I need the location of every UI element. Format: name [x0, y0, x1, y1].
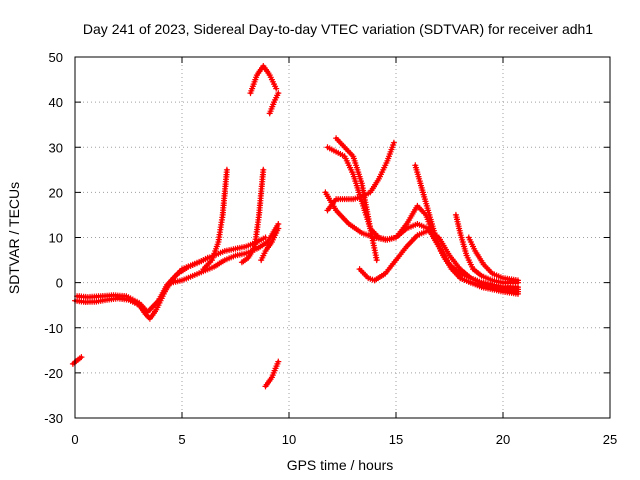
series-markers-arc-i	[262, 358, 282, 390]
series-markers-arc-q	[452, 211, 521, 286]
y-tick-label: 30	[49, 140, 63, 155]
series-markers-arc-b	[74, 254, 211, 315]
chart-title: Day 241 of 2023, Sidereal Day-to-day VTE…	[83, 21, 593, 37]
x-tick-label: 20	[496, 432, 510, 447]
y-tick-label: 20	[49, 185, 63, 200]
y-tick-label: 50	[49, 50, 63, 65]
axis-ticks: 0 5 10 15 20 25 -30 -20 -10 0 10 20 30 40 50	[44, 50, 617, 447]
x-tick-label: 5	[178, 432, 185, 447]
series-markers-arc-f	[258, 225, 282, 264]
x-tick-label: 15	[389, 432, 403, 447]
data-layer	[69, 63, 521, 390]
series-markers-arc-h	[266, 90, 282, 117]
y-tick-label: -10	[44, 321, 63, 336]
y-tick-label: -20	[44, 366, 63, 381]
x-axis-label: GPS time / hours	[287, 457, 394, 473]
y-tick-label: -30	[44, 411, 63, 426]
y-axis-label: SDTVAR / TECUs	[6, 182, 22, 294]
series-markers-arc-m	[333, 135, 380, 264]
x-tick-label: 25	[603, 432, 617, 447]
y-tick-label: 0	[56, 276, 63, 291]
grid-lines	[75, 57, 610, 418]
x-tick-label: 0	[71, 432, 78, 447]
series-markers-arc-d	[200, 166, 230, 273]
series-markers-arc-r	[465, 234, 521, 284]
y-tick-label: 10	[49, 231, 63, 246]
series-markers-arc-g	[247, 63, 280, 97]
series-markers-arc-p	[412, 162, 521, 291]
x-tick-label: 10	[282, 432, 296, 447]
series-markers-arc-e	[238, 166, 267, 266]
y-tick-label: 40	[49, 95, 63, 110]
